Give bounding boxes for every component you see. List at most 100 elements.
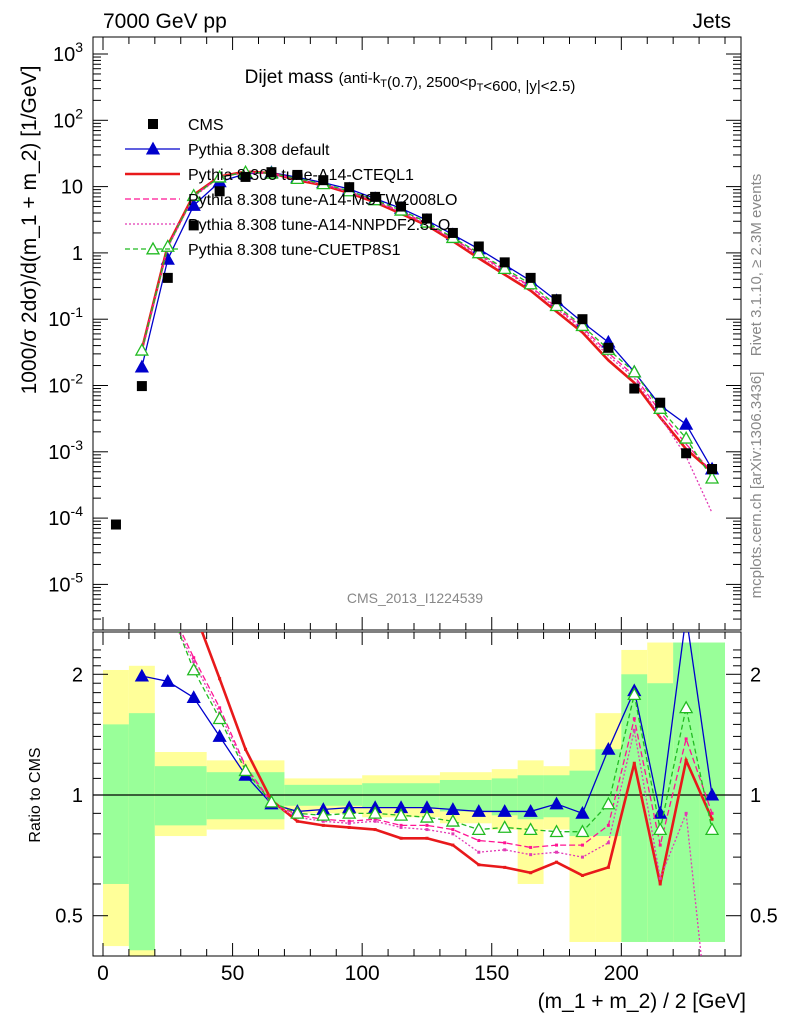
- ratio-y-tick-label: 1: [72, 785, 83, 807]
- ratio-marker: [471, 804, 486, 817]
- ratio-marker: [529, 871, 533, 875]
- ratio-marker: [218, 706, 222, 710]
- ratio-marker: [373, 817, 377, 821]
- ratio-marker: [347, 825, 351, 829]
- cms-point: [240, 171, 251, 182]
- ratio-marker: [140, 580, 143, 583]
- ratio-marker: [477, 839, 481, 843]
- ratio-marker: [632, 717, 636, 721]
- ratio-marker: [342, 806, 357, 819]
- series-marker: [523, 276, 538, 290]
- y-tick-label: 10-1: [48, 304, 83, 331]
- ratio-marker: [477, 863, 481, 867]
- ratio-marker: [529, 853, 533, 857]
- ratio-marker: [523, 804, 538, 817]
- title-sub: (anti-k: [339, 70, 381, 87]
- ratio-y-tick-label-right: 1: [750, 785, 761, 807]
- y-tick-label: 10-5: [48, 569, 83, 596]
- ratio-marker: [393, 807, 409, 821]
- ratio-marker: [503, 848, 507, 852]
- series-marker: [160, 239, 175, 252]
- ratio-marker: [373, 819, 377, 823]
- process-label: Jets: [692, 10, 731, 33]
- ratio-marker: [684, 737, 688, 741]
- cms-point: [214, 186, 225, 197]
- ratio-marker: [399, 823, 403, 827]
- x-tick-label: 0: [97, 962, 109, 985]
- cms-point: [162, 272, 173, 283]
- ratio-marker: [425, 836, 429, 840]
- plot-title: Dijet mass (anti-kT(0.7), 2500<pT<600, |…: [245, 67, 576, 95]
- cms-point: [473, 241, 484, 252]
- ratio-marker: [295, 819, 299, 823]
- ratio-marker: [192, 608, 195, 611]
- ratio-marker: [680, 610, 692, 621]
- band-green: [595, 749, 622, 837]
- y-tick-label: 103: [53, 39, 83, 66]
- ratio-marker: [186, 690, 201, 703]
- ratio-marker: [575, 806, 590, 819]
- ratio-marker: [632, 728, 636, 732]
- cms-point: [318, 175, 329, 186]
- ratio-line: [180, 632, 713, 849]
- ratio-marker: [290, 806, 305, 819]
- cms-point: [344, 182, 355, 193]
- cms-point: [292, 169, 303, 180]
- cms-point: [603, 342, 614, 353]
- title-sub: (0.7), 2500<p: [387, 74, 477, 91]
- ratio-marker: [497, 804, 512, 817]
- ratio-marker: [238, 763, 253, 777]
- ratio-marker: [684, 758, 688, 762]
- legend-marker: [145, 241, 161, 255]
- y-tick-label: 1: [72, 243, 83, 265]
- cms-point: [707, 464, 718, 475]
- cms-point: [551, 294, 562, 305]
- legend-label: Pythia 8.308 tune-A14-NNPDF2.3LO: [188, 217, 450, 234]
- ratio-marker: [321, 823, 325, 827]
- ratio-marker: [555, 860, 559, 864]
- ratio-marker: [601, 741, 616, 755]
- ratio-marker: [555, 843, 559, 847]
- series-marker: [627, 364, 642, 378]
- series-marker: [134, 342, 149, 356]
- cms-point: [136, 381, 147, 392]
- top-series: [110, 164, 720, 530]
- series-marker: [679, 416, 694, 430]
- ratio-marker: [684, 811, 688, 815]
- ratio-marker: [445, 813, 460, 827]
- ratio-marker: [399, 825, 403, 829]
- cms-point: [577, 314, 588, 325]
- ratio-marker: [471, 822, 486, 836]
- cms-point: [655, 397, 666, 408]
- series-marker: [186, 198, 201, 211]
- ratio-marker: [192, 656, 196, 660]
- band-green: [103, 724, 129, 884]
- ratio-marker: [606, 865, 610, 869]
- series-marker: [679, 430, 694, 444]
- cms-point: [525, 272, 536, 283]
- ratio-marker: [140, 575, 143, 578]
- ratio-frame: [92, 631, 742, 957]
- ratio-marker: [601, 796, 616, 810]
- ratio-marker: [503, 841, 507, 845]
- ratio-y-tick-label: 2: [72, 664, 83, 686]
- series-marker: [497, 261, 512, 275]
- title-sub: <600, |y|<2.5): [483, 78, 575, 95]
- ratio-y-tick-label-right: 2: [750, 664, 761, 686]
- mcplots-label: mcplots.cern.ch [arXiv:1306.3436]: [748, 372, 765, 599]
- ratio-marker: [580, 843, 584, 847]
- ratio-marker: [658, 843, 662, 847]
- ratio-marker: [166, 608, 169, 611]
- cms-point: [110, 519, 121, 530]
- ratio-marker: [162, 598, 174, 609]
- ratio-marker: [503, 865, 507, 869]
- legend-cms-label: CMS: [188, 117, 224, 134]
- ratio-marker: [425, 823, 429, 827]
- cms-point: [266, 167, 277, 178]
- ratio-marker: [627, 687, 642, 701]
- band-green: [543, 775, 570, 818]
- ratio-marker: [704, 787, 720, 801]
- ratio-marker: [347, 821, 351, 825]
- ratio-marker: [606, 823, 610, 827]
- ratio-marker: [212, 711, 227, 725]
